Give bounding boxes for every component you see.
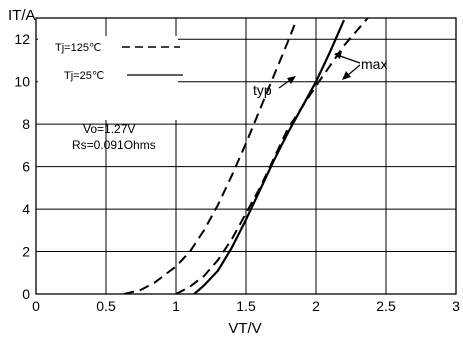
param-rs: Rs=0.091Ohms (72, 138, 156, 152)
y-tick-label: 10 (14, 74, 30, 90)
y-tick-label: 0 (22, 286, 30, 302)
tick-labels: 0 0.5 1 1.5 2 2.5 3 0 2 4 6 8 10 12 (14, 31, 460, 314)
series-line-1 (175, 18, 369, 294)
series-group (123, 18, 369, 294)
legend-box (38, 36, 178, 120)
y-tick-label: 8 (22, 116, 30, 132)
y-tick-label: 12 (14, 31, 30, 47)
x-tick-label: 2 (312, 298, 320, 314)
typ-arrow (278, 76, 296, 89)
y-tick-label: 4 (22, 201, 30, 217)
max-arrow-upper (334, 51, 361, 64)
x-axis-label: VT/V (228, 320, 261, 337)
x-tick-label: 1.5 (236, 298, 256, 314)
max-arrow-lower (342, 64, 361, 80)
x-tick-label: 2.5 (376, 298, 396, 314)
y-tick-label: 6 (22, 159, 30, 175)
x-tick-label: 1 (172, 298, 180, 314)
y-tick-label: 2 (22, 244, 30, 260)
series-line-2 (193, 19, 346, 294)
legend-label-25: Tj=25℃ (64, 70, 104, 82)
legend-label-125: Tj=125℃ (55, 42, 101, 54)
annotation-max: max (361, 56, 387, 72)
grid (35, 17, 457, 295)
annotation-typ: typ (253, 82, 272, 98)
x-tick-label: 0.5 (96, 298, 116, 314)
y-axis-label: IT/A (8, 7, 36, 24)
param-vo: Vo=1.27V (83, 122, 135, 136)
x-tick-label: 3 (452, 298, 460, 314)
series-line-0 (123, 19, 298, 294)
x-tick-label: 0 (32, 298, 40, 314)
